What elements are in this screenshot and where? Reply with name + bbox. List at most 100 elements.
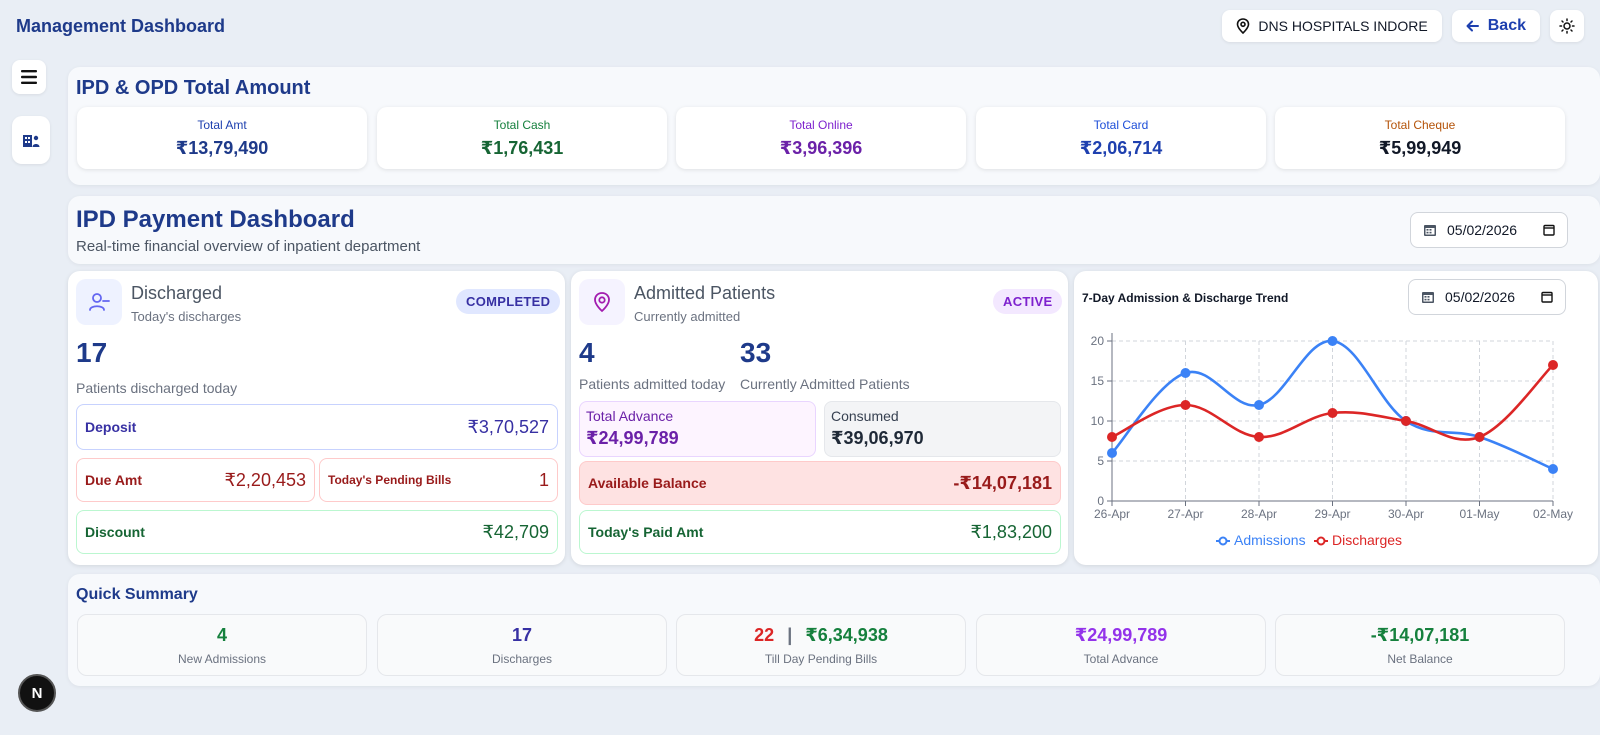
total-cheque-card: Total Cheque ₹5,99,949 [1275,107,1565,169]
summary-total-advance: ₹24,99,789 Total Advance [976,614,1266,676]
calendar-picker-icon[interactable] [1543,224,1555,236]
total-cheque-label: Total Cheque [1384,117,1456,132]
ipd-date-input[interactable]: 05/02/2026 [1410,212,1568,248]
total-card-label: Total Card [1093,117,1149,132]
data-point-discharges [1180,400,1191,410]
back-button[interactable]: Back [1451,10,1540,42]
data-point-discharges [1401,416,1411,426]
data-point-discharges [1474,432,1485,442]
total-online-label: Total Online [789,117,853,132]
pending-bills-value: 1 [538,469,549,490]
chart-date-input[interactable]: 05/02/2026 [1408,279,1566,315]
pending-bills-summary-label: Till Day Pending Bills [764,651,878,666]
location-pin-icon [1237,18,1250,34]
legend-label-admissions: Admissions [1234,532,1306,548]
total-cash-card: Total Cash ₹1,76,431 [377,107,667,169]
x-tick-label: 02-May [1533,507,1573,521]
data-point-admissions [1327,336,1338,346]
data-point-discharges [1107,432,1117,442]
summary-total-advance-label: Total Advance [1083,651,1159,666]
total-amt-card: Total Amt ₹13,79,490 [77,107,367,169]
admitted-title: Admitted Patients [634,283,776,303]
hospital-selector[interactable]: DNS HOSPITALS INDORE [1222,10,1442,42]
x-tick-label: 30-Apr [1388,507,1424,521]
pending-count-value: 22 [754,624,775,645]
hospital-icon [23,135,40,147]
discharged-card: Discharged Today's discharges COMPLETED … [68,271,565,565]
todays-paid-row: Today's Paid Amt ₹1,83,200 [579,510,1061,554]
theme-toggle-button[interactable] [1550,10,1584,42]
consumed-value: ₹39,06,970 [831,428,924,448]
due-amt-row: Due Amt ₹2,20,453 [76,458,315,502]
deposit-label: Deposit [85,419,137,435]
x-tick-label: 26-Apr [1094,507,1130,521]
discharged-count-label: Patients discharged today [76,380,238,396]
total-advance-label: Total Advance [586,408,674,424]
summary-total-advance-value: ₹24,99,789 [1074,624,1168,645]
x-tick-label: 01-May [1459,507,1499,521]
currently-admitted-count: 33 [740,337,772,368]
net-balance-value: -₹14,07,181 [1370,624,1470,645]
ipd-date-value: 05/02/2026 [1447,222,1518,238]
discharged-icon-box [76,279,122,325]
x-tick-label: 28-Apr [1241,507,1277,521]
chart-title: 7-Day Admission & Discharge Trend [1082,291,1289,305]
total-card-card: Total Card ₹2,06,714 [976,107,1266,169]
total-online-card: Total Online ₹3,96,396 [676,107,966,169]
back-label: Back [1487,17,1526,34]
legend-marker-discharges [1316,536,1326,546]
net-balance-label: Net Balance [1387,651,1453,666]
available-balance-label: Available Balance [588,475,707,491]
total-card-value: ₹2,06,714 [1079,137,1163,158]
summary-pending-bills: 22 | ₹6,34,938 Till Day Pending Bills [676,614,966,676]
app-badge[interactable]: N [18,674,56,712]
sidebar-item-hospital[interactable] [12,116,50,164]
y-tick-label: 10 [1091,414,1105,428]
hospital-name: DNS HOSPITALS INDORE [1258,18,1428,34]
total-cash-label: Total Cash [493,117,551,132]
data-point-admissions [1548,464,1558,474]
pending-bills-label: Today's Pending Bills [328,473,452,487]
calendar-icon [1422,292,1434,303]
legend-marker-admissions [1218,536,1228,546]
calendar-picker-icon[interactable] [1541,291,1553,303]
sun-icon [1559,18,1575,34]
user-minus-icon [89,293,110,311]
pending-bills-row: Today's Pending Bills 1 [319,458,558,502]
quick-summary-title: Quick Summary [76,586,198,603]
consumed-box: Consumed ₹39,06,970 [824,401,1061,457]
trend-chart: 0 5 10 15 20 26-Apr 27-Apr 28-Apr 29-Apr 30-Apr 01… [1091,333,1573,548]
summary-discharges: 17 Discharges [377,614,667,676]
discharged-count: 17 [76,337,108,368]
available-balance-row: Available Balance -₹14,07,181 [579,461,1061,505]
currently-admitted-label: Currently Admitted Patients [740,376,910,392]
pending-separator: | [787,624,793,645]
total-cash-value: ₹1,76,431 [480,137,564,158]
menu-button[interactable] [12,60,46,94]
discharges-value: 17 [511,624,533,645]
data-point-discharges [1548,360,1558,370]
due-amt-value: ₹2,20,453 [224,469,306,490]
x-tick-label: 27-Apr [1167,507,1203,521]
active-badge: ACTIVE [993,289,1063,314]
todays-paid-value: ₹1,83,200 [970,521,1052,542]
consumed-label: Consumed [831,408,899,424]
quick-summary-panel: Quick Summary 4 New Admissions 17 Discha… [68,574,1600,686]
chart-date-value: 05/02/2026 [1445,289,1516,305]
due-amt-label: Due Amt [85,472,143,488]
hamburger-icon [21,70,37,84]
new-admissions-value: 4 [216,624,227,645]
total-amt-value: ₹13,79,490 [175,137,269,158]
summary-net-balance: -₹14,07,181 Net Balance [1275,614,1565,676]
y-tick-label: 5 [1097,454,1104,468]
app-title: Management Dashboard [16,15,226,36]
arrow-left-icon [1466,20,1479,32]
total-online-value: ₹3,96,396 [779,137,863,158]
completed-badge: COMPLETED [456,289,561,314]
discharged-title: Discharged [131,283,223,303]
discount-value: ₹42,709 [482,521,549,542]
ipd-title: IPD Payment Dashboard [76,206,355,233]
discount-row: Discount ₹42,709 [76,510,558,554]
y-tick-label: 20 [1091,334,1105,348]
admitted-subtitle: Currently admitted [634,309,741,324]
